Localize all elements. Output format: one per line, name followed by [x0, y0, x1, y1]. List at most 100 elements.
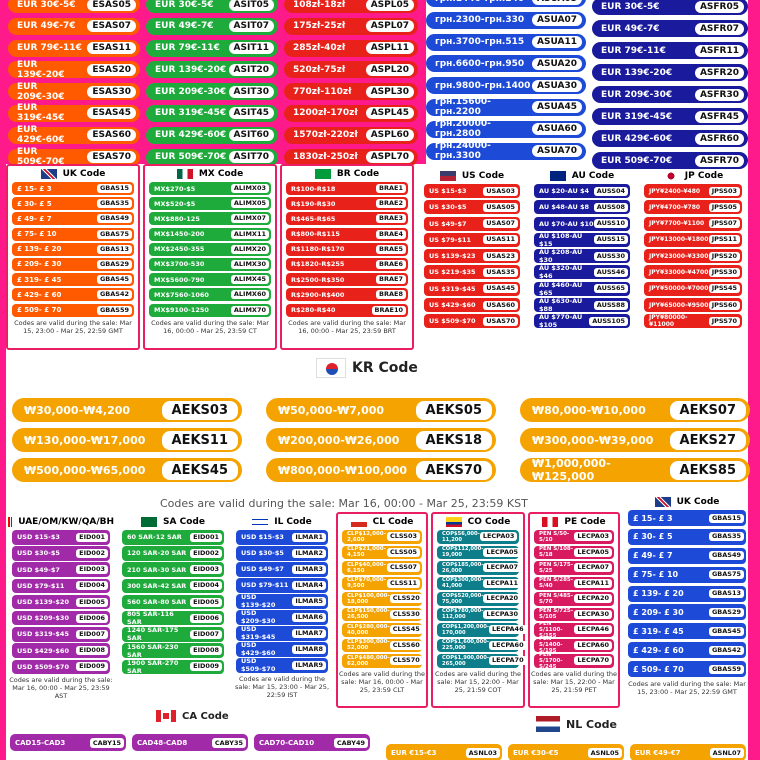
- promo-code[interactable]: AEKS27: [669, 430, 746, 450]
- promo-code[interactable]: ASIT45: [228, 107, 274, 120]
- promo-code[interactable]: GBAS49: [96, 214, 132, 224]
- promo-code[interactable]: LECPA70: [489, 656, 527, 666]
- promo-code[interactable]: AUSS15: [593, 235, 628, 245]
- promo-code[interactable]: GBAS29: [708, 607, 744, 617]
- promo-code[interactable]: ASIT11: [228, 42, 274, 55]
- promo-code[interactable]: EID001: [190, 532, 222, 542]
- promo-code[interactable]: LECPA11: [483, 578, 522, 588]
- promo-code[interactable]: EID009: [76, 662, 108, 672]
- promo-code[interactable]: USAS07: [483, 219, 518, 229]
- promo-code[interactable]: CLSS11: [386, 578, 420, 588]
- promo-code[interactable]: EID005: [76, 597, 108, 607]
- promo-code[interactable]: ASIT05: [228, 0, 274, 11]
- promo-code[interactable]: ASUA30: [532, 79, 582, 92]
- promo-code[interactable]: LECPA60: [489, 640, 527, 650]
- promo-code[interactable]: ILMAR4: [292, 580, 326, 590]
- promo-code[interactable]: ASPL05: [365, 0, 414, 11]
- promo-code[interactable]: LECPA30: [574, 609, 612, 619]
- promo-code[interactable]: EID004: [190, 581, 222, 591]
- promo-code[interactable]: ASFR30: [694, 88, 744, 101]
- promo-code[interactable]: ALIMX05: [230, 199, 269, 209]
- promo-code[interactable]: AUSS65: [593, 284, 628, 294]
- promo-code[interactable]: ALIMX03: [230, 184, 269, 193]
- promo-code[interactable]: ILMAR3: [292, 564, 326, 574]
- promo-code[interactable]: USAS70: [483, 316, 518, 326]
- promo-code[interactable]: ASUA70: [532, 145, 582, 158]
- promo-code[interactable]: ASFR20: [694, 66, 744, 79]
- promo-code[interactable]: CLSS45: [389, 625, 423, 635]
- promo-code[interactable]: ASFR60: [694, 132, 744, 145]
- promo-code[interactable]: BRAE7: [376, 275, 406, 285]
- promo-code[interactable]: EID008: [190, 646, 222, 656]
- promo-code[interactable]: CLSS05: [386, 547, 420, 557]
- promo-code[interactable]: ASIT60: [228, 129, 274, 142]
- promo-code[interactable]: ASUA20: [532, 57, 582, 70]
- promo-code[interactable]: LECPA60: [574, 640, 612, 650]
- promo-code[interactable]: USAS60: [483, 300, 518, 310]
- promo-code[interactable]: ASFR45: [694, 110, 744, 123]
- promo-code[interactable]: AUSS04: [593, 186, 628, 196]
- promo-code[interactable]: GBAS75: [708, 570, 744, 580]
- promo-code[interactable]: ASFR07: [694, 22, 744, 35]
- promo-code[interactable]: ESAS20: [87, 63, 136, 76]
- promo-code[interactable]: AEKS07: [669, 400, 746, 420]
- promo-code[interactable]: ALIMX07: [230, 214, 269, 224]
- promo-code[interactable]: USAS11: [483, 235, 518, 245]
- promo-code[interactable]: ASNL07: [709, 747, 744, 758]
- promo-code[interactable]: ALIMX60: [230, 290, 269, 300]
- promo-code[interactable]: LECPA05: [574, 547, 612, 557]
- promo-code[interactable]: ASIT20: [228, 63, 274, 76]
- promo-code[interactable]: LECPA07: [483, 563, 522, 573]
- promo-code[interactable]: JPSS03: [708, 186, 740, 196]
- promo-code[interactable]: GBAS42: [96, 290, 132, 300]
- promo-code[interactable]: GBAS45: [708, 626, 744, 636]
- promo-code[interactable]: GBAS35: [708, 532, 744, 542]
- promo-code[interactable]: JPSS07: [708, 219, 740, 229]
- promo-code[interactable]: AUSS30: [593, 251, 628, 261]
- promo-code[interactable]: LECPA03: [574, 532, 612, 542]
- promo-code[interactable]: ASPL11: [365, 42, 414, 55]
- promo-code[interactable]: JPSS11: [708, 235, 740, 245]
- promo-code[interactable]: CLSS07: [386, 563, 420, 573]
- promo-code[interactable]: ILMAR9: [292, 660, 326, 670]
- promo-code[interactable]: EID005: [190, 597, 222, 607]
- promo-code[interactable]: JPSS30: [708, 267, 740, 277]
- promo-code[interactable]: EID003: [76, 565, 108, 575]
- promo-code[interactable]: JPSS20: [708, 251, 740, 261]
- promo-code[interactable]: USAS05: [483, 202, 518, 212]
- promo-code[interactable]: ASFR11: [694, 44, 744, 57]
- promo-code[interactable]: ASIT30: [228, 85, 274, 98]
- promo-code[interactable]: ALIMX45: [230, 275, 269, 285]
- promo-code[interactable]: ASNL05: [587, 747, 622, 758]
- promo-code[interactable]: EID007: [190, 629, 222, 639]
- promo-code[interactable]: EID002: [76, 548, 108, 558]
- promo-code[interactable]: AEKS45: [161, 460, 238, 480]
- promo-code[interactable]: AUSS08: [593, 202, 628, 212]
- promo-code[interactable]: ILMAR2: [292, 548, 326, 558]
- promo-code[interactable]: USAS45: [483, 284, 518, 294]
- promo-code[interactable]: LECPA30: [483, 609, 522, 619]
- promo-code[interactable]: LECPA46: [489, 625, 527, 635]
- promo-code[interactable]: ASUA07: [532, 14, 582, 27]
- promo-code[interactable]: ASFR05: [694, 0, 744, 13]
- promo-code[interactable]: GBAS59: [96, 305, 132, 315]
- promo-code[interactable]: JPSS60: [708, 300, 740, 310]
- promo-code[interactable]: ESAS45: [87, 107, 136, 120]
- promo-code[interactable]: LECPA03: [479, 532, 518, 542]
- promo-code[interactable]: GBAS49: [708, 551, 744, 561]
- promo-code[interactable]: BRAE6: [376, 259, 406, 269]
- promo-code[interactable]: EID007: [76, 629, 108, 639]
- promo-code[interactable]: EID003: [190, 565, 222, 575]
- promo-code[interactable]: LECPA07: [574, 563, 612, 573]
- promo-code[interactable]: CABY15: [89, 737, 124, 748]
- promo-code[interactable]: GBAS13: [96, 244, 132, 254]
- promo-code[interactable]: AEKS18: [415, 430, 492, 450]
- promo-code[interactable]: ASPL70: [365, 151, 414, 164]
- promo-code[interactable]: ESAS60: [87, 129, 136, 142]
- promo-code[interactable]: CLSS30: [389, 609, 423, 619]
- promo-code[interactable]: BRAE4: [376, 229, 406, 239]
- promo-code[interactable]: ASUA45: [532, 101, 582, 114]
- promo-code[interactable]: EID006: [76, 613, 108, 623]
- promo-code[interactable]: BRAE1: [376, 184, 406, 193]
- promo-code[interactable]: AUSS10: [593, 219, 628, 229]
